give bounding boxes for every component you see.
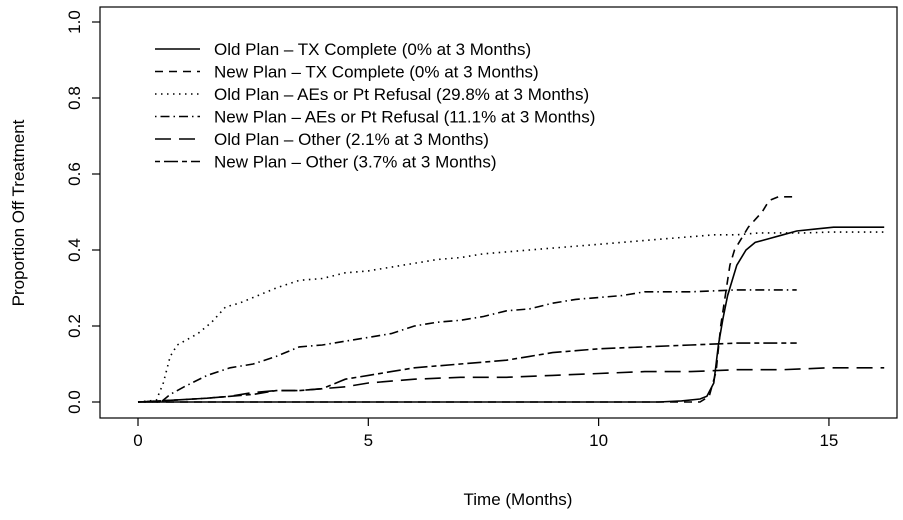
- x-tick-label: 10: [589, 431, 608, 450]
- x-tick-label: 5: [364, 431, 373, 450]
- y-tick-label: 0.2: [65, 314, 84, 338]
- x-tick-label: 0: [133, 431, 142, 450]
- legend-label-2: New Plan – TX Complete (0% at 3 Months): [214, 63, 539, 82]
- legend-label-5: Old Plan – Other (2.1% at 3 Months): [214, 130, 489, 149]
- y-tick-label: 0.6: [65, 162, 84, 186]
- series-line-6: [137, 342, 797, 403]
- series-line-3: [137, 231, 885, 403]
- series-line-5: [137, 367, 885, 403]
- legend-label-3: Old Plan – AEs or Pt Refusal (29.8% at 3…: [214, 85, 589, 104]
- x-tick-label: 15: [819, 431, 838, 450]
- series-line-2: [138, 196, 793, 403]
- y-tick-label: 0.0: [65, 390, 84, 414]
- series-line-1: [138, 226, 885, 403]
- y-axis-title: Proportion Off Treatment: [9, 119, 28, 306]
- y-tick-label: 0.4: [65, 238, 84, 262]
- axes: 0 5 10 15 0.0 0.2 0.4 0.6 0.8 1.0: [65, 6, 898, 450]
- legend-label-1: Old Plan – TX Complete (0% at 3 Months): [214, 40, 531, 59]
- x-axis-title: Time (Months): [464, 490, 573, 509]
- y-tick-label: 0.8: [65, 86, 84, 110]
- y-tick-label: 1.0: [65, 10, 84, 34]
- series-line-4: [138, 289, 797, 403]
- legend: Old Plan – TX Complete (0% at 3 Months) N…: [155, 40, 595, 172]
- plot-frame: [99, 6, 898, 419]
- legend-label-6: New Plan – Other (3.7% at 3 Months): [214, 153, 497, 172]
- plot-lines: [137, 196, 885, 403]
- legend-label-4: New Plan – AEs or Pt Refusal (11.1% at 3…: [214, 108, 595, 127]
